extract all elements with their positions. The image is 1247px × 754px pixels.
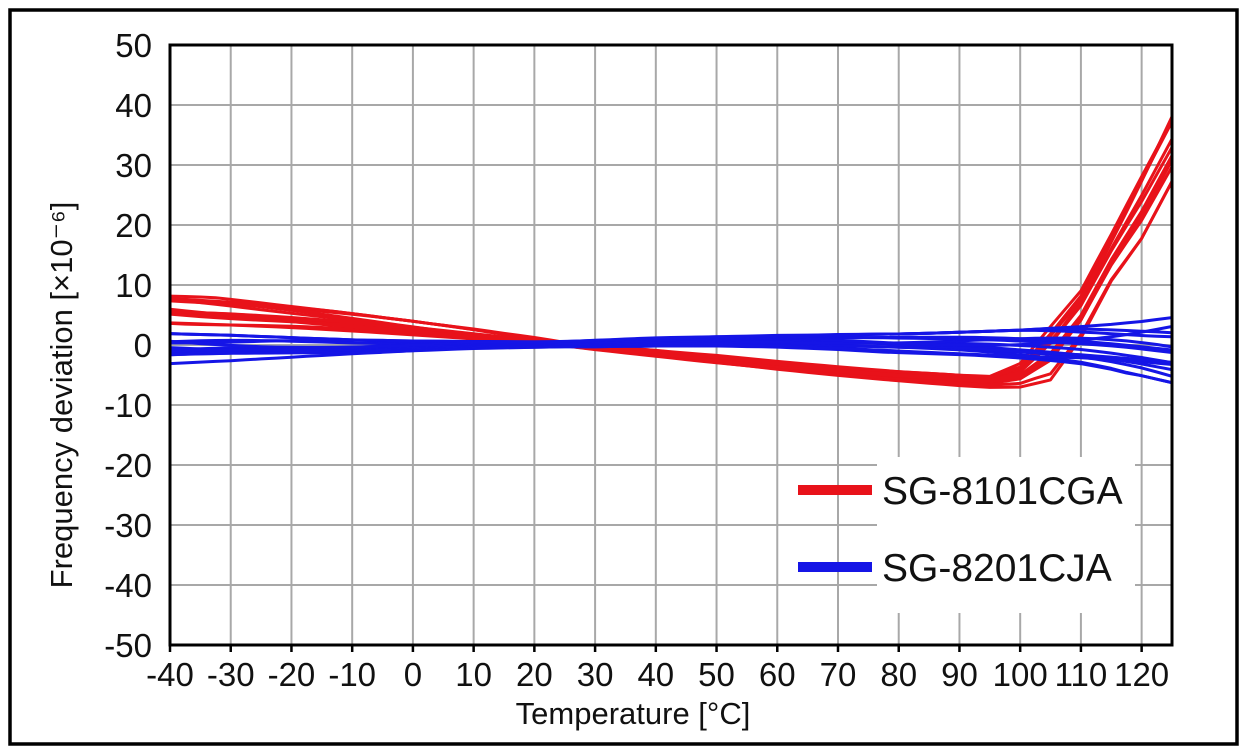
x-tick-label: 40 bbox=[637, 656, 674, 693]
x-tick-label: 100 bbox=[993, 656, 1048, 693]
x-tick-label: 70 bbox=[820, 656, 857, 693]
legend-label-sg-8201cja: SG-8201CJA bbox=[882, 547, 1112, 590]
x-tick-label: -10 bbox=[328, 656, 376, 693]
y-tick-label: -30 bbox=[104, 507, 152, 544]
legend: SG-8101CGA SG-8201CJA bbox=[798, 457, 1135, 613]
y-tick-label: -10 bbox=[104, 387, 152, 424]
x-tick-label: 120 bbox=[1114, 656, 1169, 693]
y-tick-label: 20 bbox=[115, 207, 152, 244]
tick-layer: -40 -30 -20 -10 0 10 20 30 40 50 60 70 80 90 100 110 120… bbox=[104, 27, 1169, 693]
x-axis-title: Temperature [°C] bbox=[516, 696, 751, 731]
x-tick-label: 20 bbox=[516, 656, 553, 693]
y-tick-label: 50 bbox=[115, 27, 152, 64]
legend-background bbox=[877, 457, 1135, 613]
series-line-sg-8201cja bbox=[170, 316, 1172, 344]
y-tick-label: 0 bbox=[134, 327, 152, 364]
x-tick-label: 60 bbox=[759, 656, 796, 693]
x-tick-label: -40 bbox=[146, 656, 194, 693]
outer-frame bbox=[8, 8, 1239, 746]
y-tick-label: -50 bbox=[104, 627, 152, 664]
x-tick-label: 80 bbox=[880, 656, 917, 693]
series-line-sg-8101cga bbox=[170, 115, 1172, 379]
y-tick-label: -20 bbox=[104, 447, 152, 484]
x-tick-label: 90 bbox=[941, 656, 978, 693]
x-tick-label: 30 bbox=[577, 656, 614, 693]
x-tick-label: 0 bbox=[404, 656, 422, 693]
y-axis-title: Frequency deviation [×10⁻⁶] bbox=[44, 202, 79, 589]
legend-label-sg-8101cga: SG-8101CGA bbox=[882, 470, 1123, 513]
y-tick-label: -40 bbox=[104, 567, 152, 604]
plot-border bbox=[168, 43, 1174, 647]
y-tick-label: 30 bbox=[115, 147, 152, 184]
x-tick-label: -20 bbox=[268, 656, 316, 693]
curves-layer bbox=[170, 115, 1172, 389]
x-tick-label: 110 bbox=[1055, 656, 1108, 693]
x-tick-label: 10 bbox=[455, 656, 492, 693]
y-tick-label: 10 bbox=[115, 267, 152, 304]
y-tick-label: 40 bbox=[115, 87, 152, 124]
x-tick-label: -30 bbox=[207, 656, 255, 693]
x-tick-label: 50 bbox=[698, 656, 735, 693]
series-line-sg-8201cja bbox=[170, 335, 1172, 352]
